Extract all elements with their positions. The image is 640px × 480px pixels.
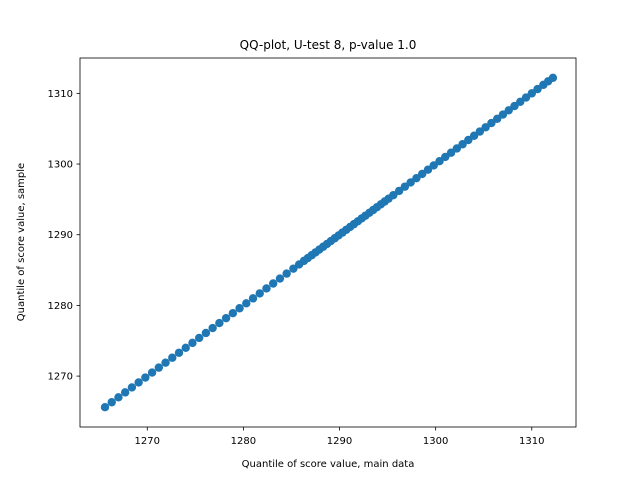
- data-point: [418, 169, 427, 179]
- data-point: [154, 363, 164, 372]
- data-point: [208, 323, 217, 333]
- data-point: [452, 144, 462, 153]
- x-axis-ticks: 1270 1280 1290 1300 1310: [135, 427, 545, 447]
- data-point: [255, 289, 264, 298]
- chart-title: QQ-plot, U-test 8, p-value 1.0: [240, 38, 417, 52]
- data-point: [412, 173, 421, 183]
- data-point: [248, 294, 258, 303]
- data-point: [446, 148, 456, 157]
- data-point: [235, 304, 244, 313]
- y-tick-label: 1280: [48, 301, 73, 312]
- data-point: [289, 264, 298, 273]
- data-point: [134, 378, 143, 387]
- data-point: [194, 333, 204, 343]
- data-point: [215, 318, 224, 328]
- data-point: [464, 135, 473, 145]
- y-axis-ticks: 1270 1280 1290 1300 1310: [48, 89, 80, 383]
- points-layer: [100, 73, 558, 412]
- data-point: [188, 338, 197, 348]
- data-point: [481, 123, 490, 132]
- data-point: [282, 269, 291, 278]
- x-tick-label: 1290: [327, 436, 352, 447]
- y-tick-label: 1300: [48, 160, 73, 171]
- y-axis-label: Quantile of score value, sample: [16, 163, 27, 321]
- y-tick-label: 1270: [48, 372, 73, 383]
- data-point: [394, 186, 404, 196]
- data-point: [504, 106, 513, 115]
- data-point: [458, 140, 467, 149]
- data-point: [228, 308, 238, 318]
- data-point: [181, 343, 190, 353]
- data-point: [469, 131, 479, 140]
- data-point: [475, 127, 485, 136]
- x-tick-label: 1270: [135, 436, 160, 447]
- data-point: [221, 313, 231, 323]
- data-point: [498, 110, 508, 119]
- data-point: [441, 152, 450, 162]
- data-point: [429, 161, 438, 170]
- data-point: [492, 114, 502, 123]
- data-point: [100, 403, 110, 412]
- data-point: [107, 398, 116, 407]
- data-point: [242, 299, 251, 308]
- data-point: [114, 393, 123, 402]
- y-tick-label: 1290: [48, 230, 73, 241]
- data-point: [400, 182, 410, 191]
- data-point: [435, 157, 444, 166]
- data-point: [262, 284, 271, 293]
- x-tick-label: 1280: [231, 436, 256, 447]
- data-point: [161, 358, 170, 367]
- data-point: [527, 89, 536, 98]
- data-point: [120, 388, 130, 397]
- data-point: [275, 274, 285, 283]
- data-point: [141, 373, 150, 382]
- data-point: [510, 101, 519, 111]
- data-point: [168, 353, 177, 362]
- data-point: [533, 84, 542, 94]
- data-point: [516, 97, 525, 107]
- data-point: [548, 73, 558, 82]
- data-point: [201, 328, 211, 338]
- data-point: [269, 279, 278, 288]
- plot-area-frame: [79, 57, 577, 428]
- data-point: [521, 93, 531, 102]
- y-tick-label: 1310: [48, 89, 73, 100]
- data-point: [389, 190, 398, 200]
- data-point: [406, 178, 415, 187]
- x-axis-label: Quantile of score value, main data: [242, 459, 415, 470]
- x-tick-label: 1300: [423, 436, 448, 447]
- data-point: [127, 383, 137, 392]
- data-point: [174, 348, 184, 357]
- data-point: [147, 368, 157, 377]
- data-point: [423, 165, 433, 174]
- data-point: [487, 118, 496, 128]
- x-tick-label: 1310: [519, 436, 544, 447]
